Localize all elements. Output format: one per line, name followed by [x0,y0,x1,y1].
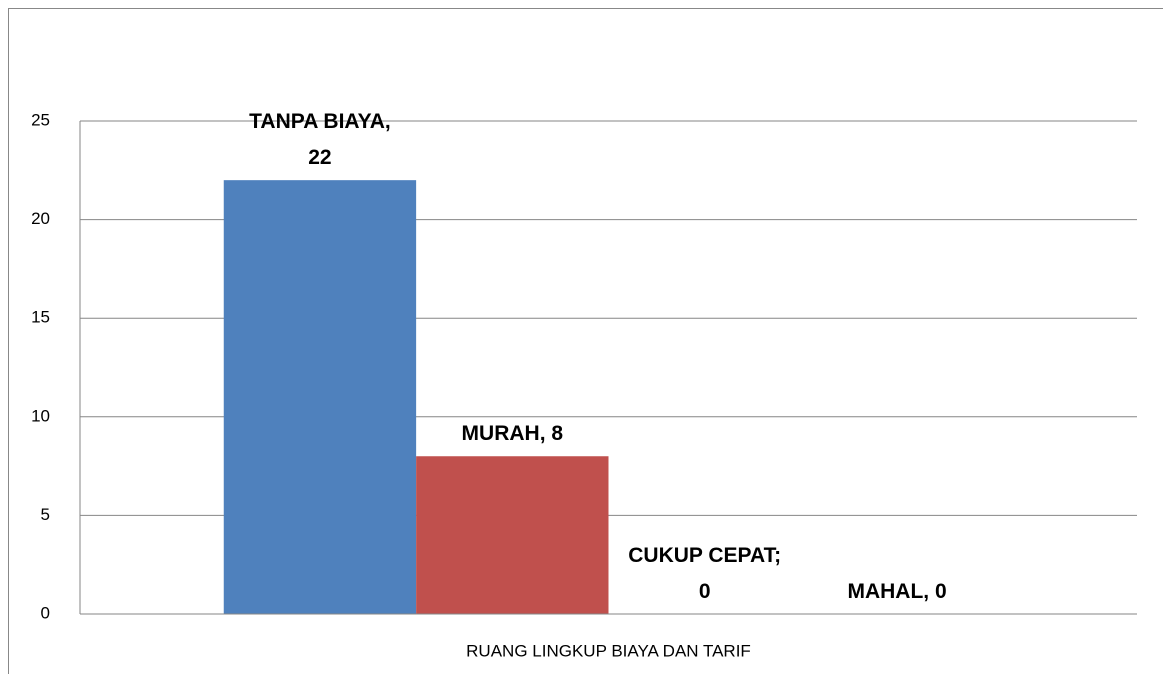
y-tick-label: 5 [41,505,50,524]
data-label: MURAH, 8 [461,422,564,446]
y-tick-label: 15 [31,308,50,327]
x-tick-label: RUANG LINGKUP BIAYA DAN TARIF [466,641,751,660]
y-tick-label: 20 [31,209,50,228]
bar [416,456,609,614]
y-tick-label: 25 [31,110,50,129]
y-tick-label: 10 [31,406,50,425]
bar [223,180,417,614]
data-label: CUKUP CEPAT; 0 [628,544,782,603]
y-tick-label: 0 [41,603,50,622]
data-label: MAHAL, 0 [847,580,947,603]
data-label: TANPA BIAYA, 22 [249,110,391,170]
